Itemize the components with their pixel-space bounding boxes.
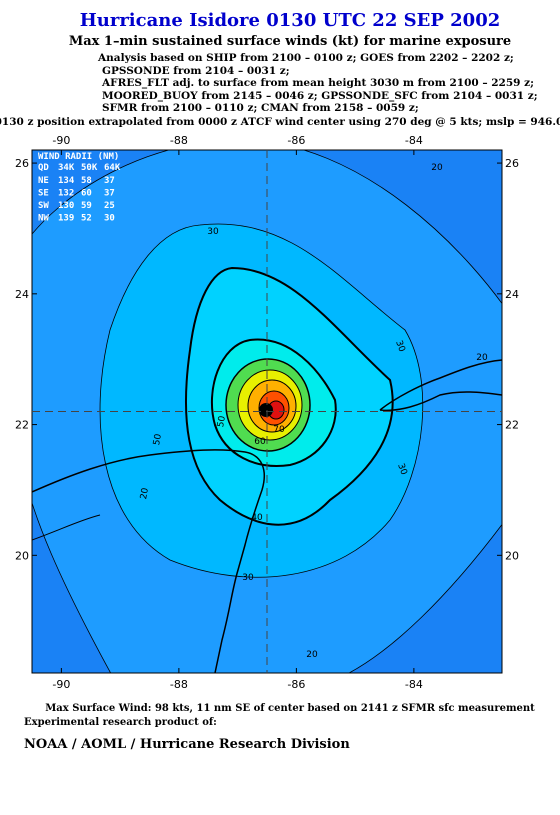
max-wind-note: Max Surface Wind: 98 kts, 11 nm SE of ce… (45, 703, 535, 714)
x-tick-label: -86 (287, 134, 305, 147)
source-line: GPSSONDE from 2104 – 0031 z; (102, 65, 290, 77)
wind-radii-cell: 37 (104, 176, 115, 186)
organization: NOAA / AOML / Hurricane Research Divisio… (24, 737, 350, 752)
contour-label: 30 (393, 339, 406, 353)
wind-radii-cell: SW (38, 201, 49, 211)
x-tick-label: -90 (52, 134, 70, 147)
title: Hurricane Isidore 0130 UTC 22 SEP 2002 (80, 10, 501, 31)
coast-yucatan (32, 514, 101, 541)
wind-radii-cell: 139 (58, 214, 74, 224)
y-tick-label: 26 (15, 157, 29, 170)
wind-radii-cell: 60 (81, 189, 92, 199)
wind-radii-cell: 52 (81, 214, 92, 224)
contour-label: 20 (306, 650, 318, 660)
y-tick-label: 24 (15, 288, 29, 301)
wind-radii-title: WIND RADII (NM) (38, 152, 119, 162)
wind-radii-cell: 25 (104, 201, 115, 211)
source-line: Analysis based on SHIP from 2100 – 0100 … (97, 52, 514, 64)
contour-label: 30 (395, 462, 408, 476)
coast-cuba (379, 359, 502, 412)
source-line: SFMR from 2100 – 0110 z; CMAN from 2158 … (102, 102, 419, 114)
contours (32, 150, 502, 673)
position-note: 0130 z position extrapolated from 0000 z… (0, 116, 560, 128)
contour-label: 30 (207, 227, 219, 237)
x-tick-label: -90 (52, 678, 70, 691)
y-tick-label: 20 (15, 549, 29, 562)
wind-radii-cell: NW (38, 214, 49, 224)
y-tick-label: 22 (15, 419, 29, 432)
wind-radii-cell: NE (38, 176, 49, 186)
storm-center (259, 403, 273, 417)
wind-radii-column: 64K (104, 163, 121, 173)
contour-label: 30 (242, 573, 254, 583)
contour-label: 40 (251, 513, 263, 523)
x-tick-label: -86 (287, 678, 305, 691)
coast-yucatan (32, 449, 266, 673)
y-tick-label: 26 (505, 157, 519, 170)
wind-radii-column: 34K (58, 163, 75, 173)
x-tick-label: -84 (405, 134, 423, 147)
x-tick-label: -88 (170, 134, 188, 147)
source-line: AFRES_FLT adj. to surface from mean heig… (101, 77, 534, 90)
y-tick-label: 24 (505, 288, 519, 301)
contour-label: 50 (152, 433, 164, 446)
y-tick-label: 20 (505, 549, 519, 562)
source-line: MOORED_BUOY from 2145 – 0046 z; GPSSONDE… (102, 90, 538, 103)
wind-radii-cell: 132 (58, 189, 74, 199)
contour-label: 50 (216, 415, 228, 428)
contour-label: 60 (254, 437, 266, 447)
wind-radii-cell: 30 (104, 214, 115, 224)
contour-label: 20 (139, 487, 151, 500)
wind-radii-column: 50K (81, 163, 98, 173)
wind-radii-cell: 130 (58, 201, 74, 211)
wind-radii-cell: 58 (81, 176, 92, 186)
wind-radii-cell: 37 (104, 189, 115, 199)
wind-radii-cell: 59 (81, 201, 92, 211)
x-tick-label: -84 (405, 678, 423, 691)
contour-label: 70 (273, 425, 285, 435)
wind-radii-column: QD (38, 163, 49, 173)
y-tick-label: 22 (505, 419, 519, 432)
contour-label: 20 (476, 353, 488, 363)
subtitle: Max 1–min sustained surface winds (kt) f… (69, 34, 511, 49)
contour-label: 20 (431, 163, 443, 173)
wind-radii-cell: SE (38, 189, 49, 199)
product-note: Experimental research product of: (24, 717, 217, 728)
wind-radii-cell: 134 (58, 176, 75, 186)
x-tick-label: -88 (170, 678, 188, 691)
